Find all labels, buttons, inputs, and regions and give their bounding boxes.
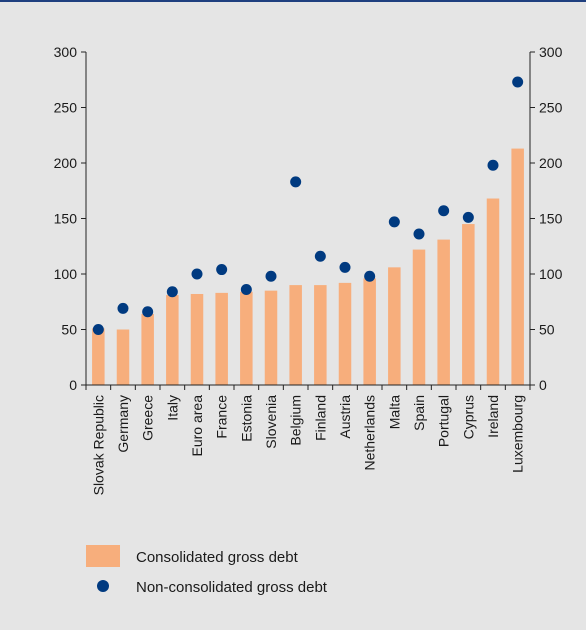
x-tick-label: Netherlands [362,395,378,471]
legend-label-consolidated: Consolidated gross debt [136,549,299,566]
y-tick-label-right: 100 [539,266,563,282]
plot-area: 0 0 50 50 100 100 150 150 200 200 250 250 300 300 [54,44,563,393]
bar [511,148,524,385]
x-tick-label: Italy [164,395,180,421]
x-tick-label: Finland [312,395,328,441]
point [388,216,400,228]
bar [388,267,401,385]
bar [462,224,475,385]
y-tick-label-left: 250 [54,100,78,116]
bar [437,239,450,385]
point [462,211,474,223]
point [438,205,450,217]
bar [486,198,500,385]
y-tick-label-right: 300 [539,44,563,60]
y-tick-label-right: 50 [539,322,555,338]
y-tick-label-left: 200 [54,155,78,171]
bar [338,282,352,385]
bar [141,313,154,385]
legend-swatch-consolidated [86,545,120,567]
y-tick-label-right: 200 [539,155,563,171]
point [512,76,524,88]
x-tick-label: Austria [337,395,353,439]
x-tick-label: Germany [115,395,131,453]
legend-label-non-consolidated: Non-consolidated gross debt [136,579,328,596]
x-tick-label: Belgium [288,395,304,446]
point [364,270,376,282]
y-tick-label-left: 50 [61,322,77,338]
x-tick-label: Cyprus [460,395,476,439]
x-axis-labels: Slovak Republic Germany Greece Italy Euro ar… [90,395,525,496]
y-tick-label-left: 300 [54,44,78,60]
y-tick-label-right: 0 [539,377,547,393]
point [339,261,351,273]
point [92,324,104,335]
point [117,302,129,314]
x-tick-label: Euro area [189,395,205,457]
bar [190,293,204,385]
y-tick-label-right: 150 [539,211,563,227]
bar [215,292,228,385]
point [314,250,326,262]
bar [92,328,105,385]
bar [166,295,179,385]
x-tick-label: Spain [411,395,427,431]
bar [264,290,278,385]
x-tick-label: Luxembourg [510,395,526,473]
x-tick-label: Portugal [436,395,452,447]
point [290,176,302,188]
point [166,286,178,298]
bar [116,329,130,385]
x-tick-label: Slovak Republic [90,395,106,495]
point [191,268,203,280]
x-tick-label: Slovenia [263,395,279,449]
point [142,306,154,318]
bar [289,285,302,385]
y-tick-label-left: 0 [69,377,77,393]
bar [314,285,327,385]
x-tick-label: France [214,395,230,439]
point [487,159,499,171]
y-tick-label-left: 100 [54,266,78,282]
x-tick-label: Estonia [238,395,254,442]
point [216,264,228,276]
x-tick-label: Ireland [485,395,501,438]
point [265,270,277,282]
y-tick-label-right: 250 [539,100,563,116]
legend: Consolidated gross debt Non-consolidated… [86,545,328,596]
bar [363,278,376,385]
bar [240,291,253,385]
bar [412,249,426,385]
y-tick-label-left: 150 [54,211,78,227]
x-tick-label: Greece [140,395,156,441]
point [413,228,425,240]
legend-swatch-non-consolidated [97,580,109,592]
x-tick-label: Malta [386,395,402,429]
point [240,284,252,296]
